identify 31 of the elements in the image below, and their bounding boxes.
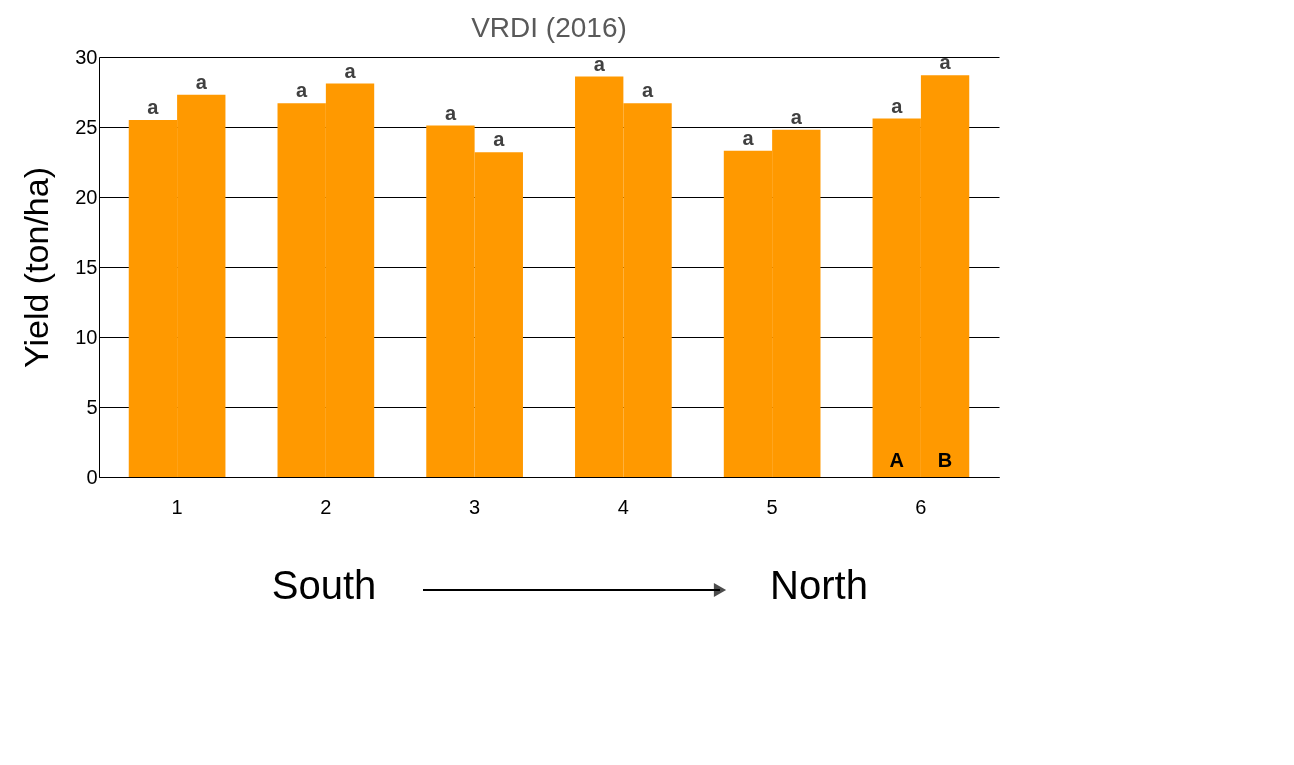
data-label: a — [493, 128, 506, 151]
y-tick-label: 10 — [75, 325, 98, 348]
data-label: a — [344, 59, 357, 82]
y-tick-label: 30 — [75, 45, 98, 68]
x-tick-label: 1 — [171, 495, 183, 518]
y-tick-label: 5 — [86, 395, 98, 418]
data-label: a — [593, 52, 606, 75]
data-label: a — [147, 96, 160, 118]
data-label: a — [742, 126, 755, 149]
series-label: A — [889, 449, 904, 471]
data-label: a — [444, 101, 457, 124]
text: South — [271, 563, 377, 607]
text: North — [770, 563, 868, 607]
x-tick-label: 2 — [320, 495, 332, 518]
x-tick-label: 4 — [617, 495, 629, 518]
y-tick-label: 25 — [75, 115, 98, 138]
data-label: a — [296, 79, 309, 102]
chart-title: VRDI (2016) — [471, 12, 627, 43]
data-label: a — [790, 105, 803, 128]
series-label: B — [937, 449, 953, 471]
x-tick-label: 3 — [469, 495, 481, 518]
y-tick-label: 20 — [75, 185, 98, 208]
data-label: a — [939, 51, 952, 74]
data-label: a — [641, 79, 654, 102]
y-tick-label: 0 — [86, 465, 98, 488]
y-tick-label: 15 — [75, 255, 98, 278]
x-tick-label: 5 — [766, 495, 778, 518]
data-label: a — [891, 94, 904, 117]
x-tick-label: 6 — [915, 495, 927, 518]
data-label: a — [195, 70, 208, 93]
y-axis-title: Yield (ton/ha) — [17, 167, 56, 368]
